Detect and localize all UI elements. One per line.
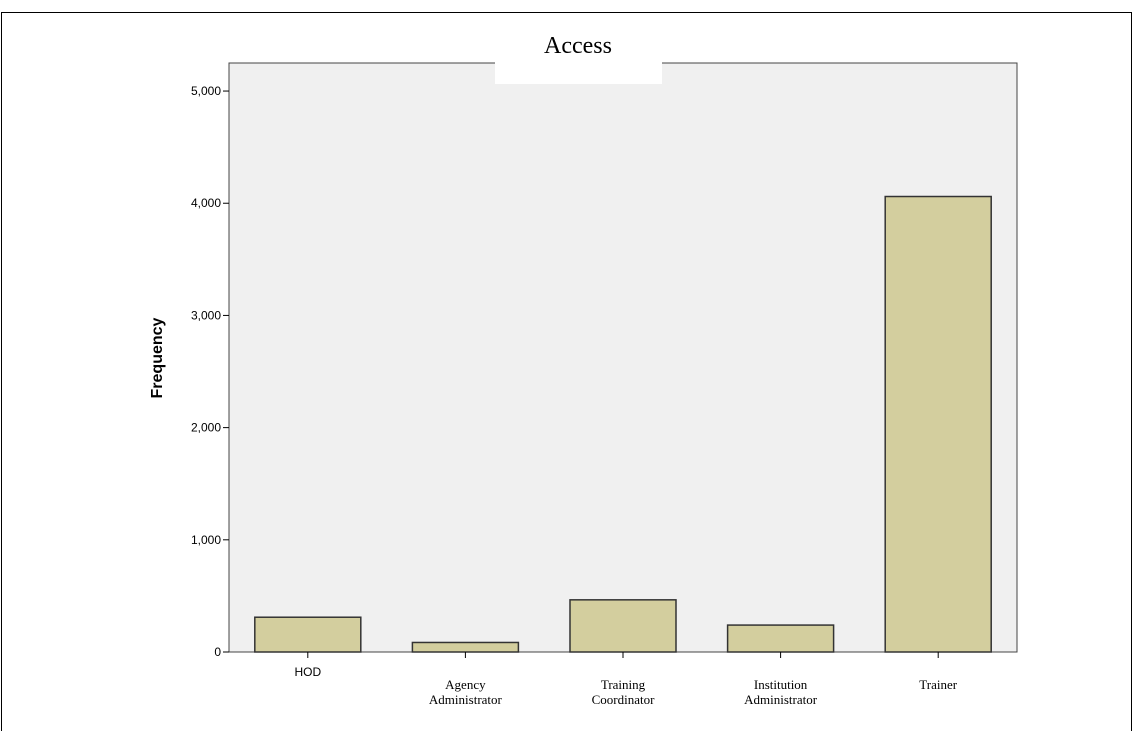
bar-training-coordinator: [569, 599, 677, 653]
x-category-label: Agency Administrator: [429, 677, 503, 707]
y-tick-label: 0: [214, 645, 221, 659]
bar-institution-administrator: [726, 624, 835, 653]
x-axis: HOD Agency Administrator Training Coordinato…: [294, 652, 958, 707]
y-tick-label: 2,000: [191, 421, 221, 435]
chart-frame: [1, 12, 1132, 731]
y-axis-title: Frequency: [149, 317, 166, 398]
title-background: [495, 30, 662, 84]
y-axis: 0 1,000 2,000 3,000 4,000 5,000: [191, 84, 229, 659]
chart-title: Access: [544, 33, 612, 59]
x-category-label: Training Coordinator: [592, 677, 655, 707]
bar-trainer: [884, 195, 992, 653]
y-tick-label: 5,000: [191, 84, 221, 98]
x-category-label: Trainer: [919, 677, 957, 692]
bars-group: [254, 195, 992, 653]
bar-agency-administrator: [411, 641, 520, 653]
x-category-label: HOD: [294, 665, 321, 679]
x-category-label: Institution Administrator: [744, 677, 818, 707]
bar-hod: [254, 616, 362, 653]
y-tick-label: 1,000: [191, 533, 221, 547]
y-tick-label: 4,000: [191, 196, 221, 210]
y-tick-label: 3,000: [191, 308, 221, 322]
